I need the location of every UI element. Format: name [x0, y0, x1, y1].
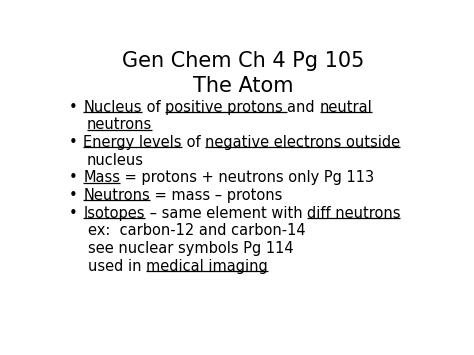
Text: nucleus: nucleus — [87, 153, 144, 168]
Text: neutral: neutral — [319, 99, 372, 115]
Text: positive protons: positive protons — [165, 99, 287, 115]
Text: medical imaging: medical imaging — [146, 259, 268, 274]
Text: negative electrons outside: negative electrons outside — [205, 135, 400, 150]
Text: •: • — [68, 188, 77, 203]
Text: Neutrons: Neutrons — [83, 188, 150, 203]
Text: – same element with: – same element with — [145, 206, 307, 221]
Text: = protons + neutrons only Pg 113: = protons + neutrons only Pg 113 — [120, 170, 374, 185]
Text: Gen Chem Ch 4 Pg 105: Gen Chem Ch 4 Pg 105 — [122, 51, 364, 71]
Text: see nuclear symbols Pg 114: see nuclear symbols Pg 114 — [88, 241, 293, 256]
Text: •: • — [68, 206, 77, 221]
Text: used in: used in — [88, 259, 146, 274]
Text: •: • — [68, 99, 77, 115]
Text: Nucleus: Nucleus — [83, 99, 142, 115]
Text: Isotopes: Isotopes — [83, 206, 145, 221]
Text: Mass: Mass — [83, 170, 120, 185]
Text: of: of — [182, 135, 205, 150]
Text: neutrons: neutrons — [87, 117, 152, 132]
Text: The Atom: The Atom — [192, 76, 293, 96]
Text: and: and — [287, 99, 319, 115]
Text: of: of — [142, 99, 165, 115]
Text: •: • — [68, 135, 77, 150]
Text: •: • — [68, 170, 77, 185]
Text: diff neutrons: diff neutrons — [307, 206, 401, 221]
Text: = mass – protons: = mass – protons — [150, 188, 282, 203]
Text: Energy levels: Energy levels — [83, 135, 182, 150]
Text: ex:  carbon-12 and carbon-14: ex: carbon-12 and carbon-14 — [88, 223, 306, 239]
